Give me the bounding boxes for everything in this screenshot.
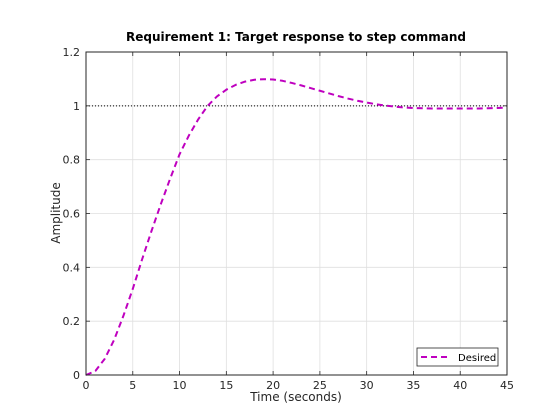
y-tick-label: 1.2 [63, 46, 81, 59]
x-axis-label: Time (seconds) [249, 390, 342, 404]
x-tick-label: 5 [129, 379, 136, 392]
y-tick-label: 0.4 [63, 261, 81, 274]
y-tick-label: 0.6 [63, 208, 81, 221]
chart-title: Requirement 1: Target response to step c… [126, 30, 466, 44]
y-tick-label: 1 [73, 100, 80, 113]
series-group [85, 78, 508, 376]
ticks [85, 51, 508, 376]
legend: Desired [416, 347, 499, 367]
y-tick-label: 0.2 [63, 315, 81, 328]
x-tick-label: 20 [266, 379, 280, 392]
x-tick-label: 35 [406, 379, 420, 392]
y-tick-label: 0.8 [63, 154, 81, 167]
series-line-desired [85, 78, 508, 376]
x-tick-label: 40 [453, 379, 467, 392]
legend-label-desired: Desired [458, 353, 496, 364]
x-tick-label: 45 [500, 379, 514, 392]
y-tick-label: 0 [73, 369, 80, 382]
tick-labels: 0 5 10 15 20 25 30 35 40 45 0 0.2 0.4 0.6 0.8 1 1.2 [63, 46, 515, 392]
legend-box [416, 347, 499, 367]
x-tick-label: 25 [313, 379, 327, 392]
x-tick-label: 0 [83, 379, 90, 392]
y-axis-label: Amplitude [49, 182, 63, 244]
x-tick-label: 10 [173, 379, 187, 392]
x-tick-label: 30 [360, 379, 374, 392]
x-tick-label: 15 [219, 379, 233, 392]
